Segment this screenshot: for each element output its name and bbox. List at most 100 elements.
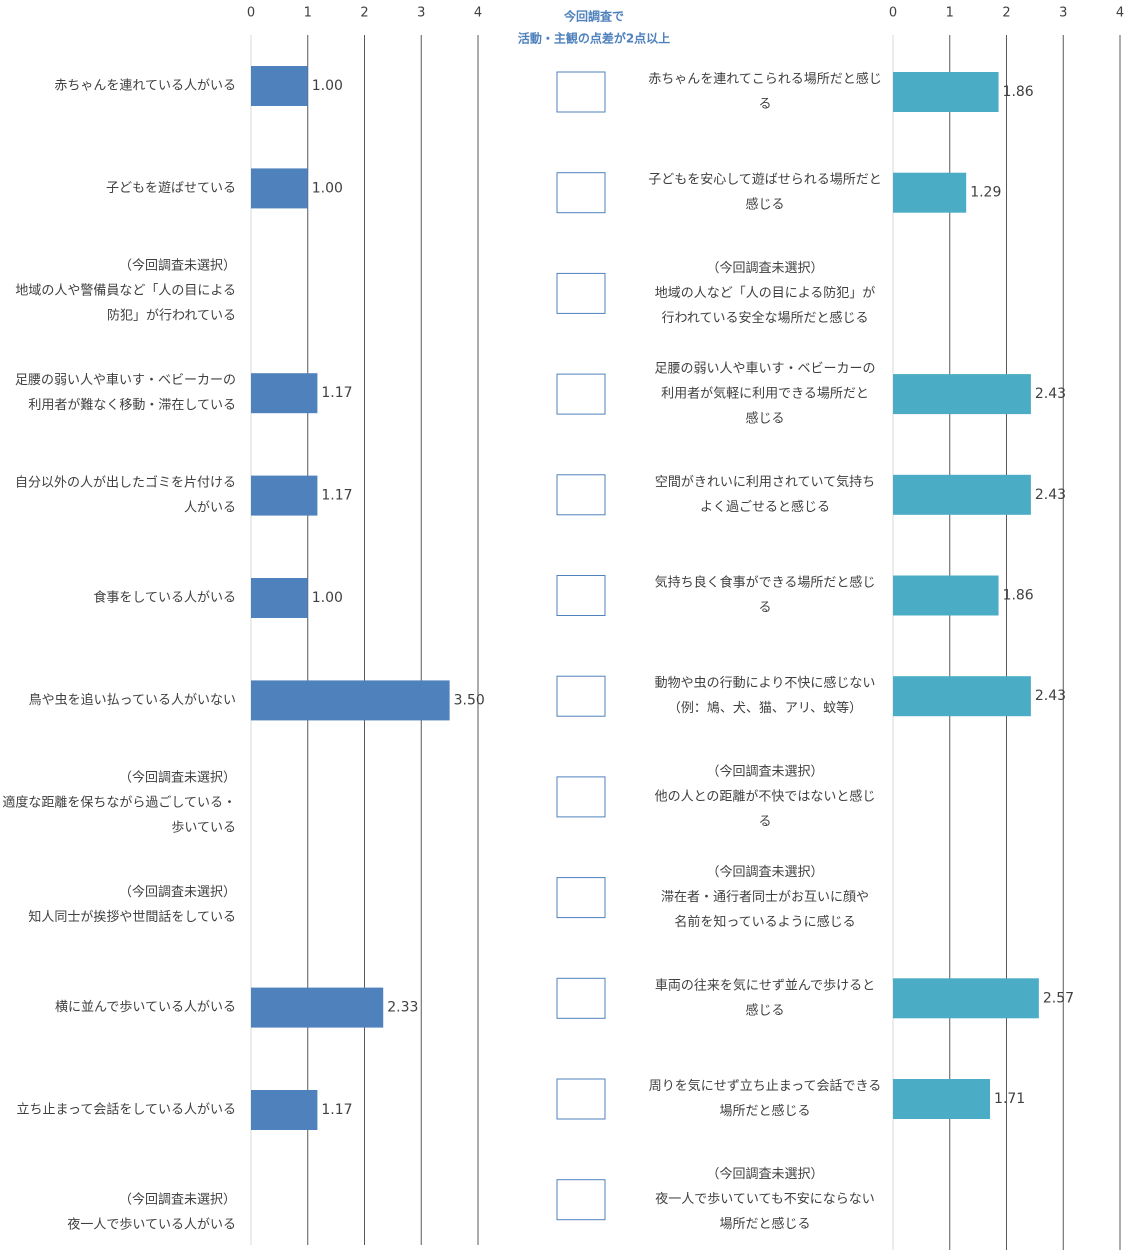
category-label: （今回調査未選択） bbox=[706, 763, 823, 779]
value-label: 1.17 bbox=[321, 1102, 352, 1118]
bar bbox=[893, 374, 1031, 415]
x-tick-label: 1 bbox=[946, 6, 954, 21]
category-label: 感じる bbox=[745, 1002, 784, 1018]
category-label: 知人同士が挨拶や世間話をしている bbox=[28, 909, 236, 925]
bar bbox=[251, 1090, 318, 1130]
category-label: （例：鳩、犬、猫、アリ、蚊等） bbox=[668, 700, 862, 716]
category-label: 感じる bbox=[745, 197, 784, 213]
category-label: 気持ち良く食事ができる場所だと感じ bbox=[655, 575, 876, 591]
value-label: 1.00 bbox=[312, 590, 343, 606]
value-label: 2.57 bbox=[1043, 990, 1074, 1006]
category-label: 場所だと感じる bbox=[719, 1216, 810, 1232]
x-tick-label: 0 bbox=[889, 6, 897, 21]
checkbox bbox=[556, 977, 606, 1019]
bar bbox=[893, 1079, 991, 1119]
category-label: 車両の往来を気にせず並んで歩けると bbox=[655, 977, 875, 993]
value-label: 1.86 bbox=[1003, 84, 1034, 100]
category-label: 赤ちゃんを連れてこられる場所だと感じ bbox=[648, 71, 882, 87]
value-label: 1.29 bbox=[970, 185, 1001, 201]
column-header: 活動・主観の点差が2点以上 bbox=[518, 31, 670, 46]
category-label: 立ち止まって会話をしている人がいる bbox=[17, 1102, 236, 1118]
category-label: 感じる bbox=[745, 411, 784, 427]
bar bbox=[251, 987, 384, 1028]
value-label: 1.86 bbox=[1003, 588, 1034, 604]
x-tick-label: 1 bbox=[304, 6, 312, 21]
checkbox bbox=[556, 1179, 606, 1221]
bar bbox=[251, 680, 450, 721]
bar bbox=[893, 978, 1039, 1019]
category-label: （今回調査未選択） bbox=[119, 1191, 236, 1207]
value-label: 2.43 bbox=[1035, 386, 1066, 402]
checkbox bbox=[556, 474, 606, 516]
x-tick-label: 2 bbox=[1002, 6, 1010, 21]
category-label: 足腰の弱い人や車いす・ベビーカーの bbox=[654, 362, 875, 377]
category-label: 行われている安全な場所だと感じる bbox=[662, 310, 869, 326]
x-tick-label: 4 bbox=[1116, 6, 1124, 21]
category-label: （今回調査未選択） bbox=[119, 884, 236, 900]
bar bbox=[251, 168, 308, 209]
bar bbox=[893, 575, 999, 616]
value-label: 1.17 bbox=[321, 488, 352, 504]
checkbox bbox=[556, 373, 606, 415]
bar bbox=[893, 172, 967, 213]
category-label: 名前を知っているように感じる bbox=[674, 914, 855, 930]
category-label: 鳥や虫を追い払っている人がいない bbox=[29, 692, 236, 708]
checkbox bbox=[556, 877, 606, 919]
value-label: 1.00 bbox=[312, 78, 343, 94]
category-label: 地域の人や警備員など「人の目による bbox=[15, 282, 236, 298]
category-label: 他の人との距離が不快ではないと感じ bbox=[655, 788, 876, 804]
value-label: 3.50 bbox=[454, 692, 485, 708]
category-label: 歩いている bbox=[171, 820, 236, 835]
bar bbox=[251, 475, 318, 516]
category-label: （今回調査未選択） bbox=[706, 260, 823, 276]
category-label: 動物や虫の行動により不快に感じない bbox=[655, 675, 876, 691]
category-label: （今回調査未選択） bbox=[706, 1166, 823, 1182]
category-label: 適度な距離を保ちながら過ごしている・ bbox=[2, 794, 236, 810]
bar bbox=[893, 676, 1031, 717]
category-label: 食事をしている人がいる bbox=[93, 590, 236, 606]
checkbox bbox=[556, 575, 606, 616]
checkbox bbox=[556, 776, 606, 818]
category-label: 防犯」が行われている bbox=[107, 307, 236, 323]
category-label: 足腰の弱い人や車いす・ベビーカーの bbox=[15, 373, 236, 388]
category-label: 子どもを安心して遊ばせられる場所だと bbox=[648, 173, 882, 188]
category-label: る bbox=[758, 814, 771, 829]
category-label: る bbox=[758, 97, 771, 112]
value-label: 1.17 bbox=[321, 385, 352, 401]
category-label: 自分以外の人が出したゴミを片付ける bbox=[15, 475, 236, 491]
bar bbox=[251, 578, 308, 618]
x-tick-label: 3 bbox=[417, 6, 425, 21]
category-label: 空間がきれいに利用されていて気持ち bbox=[655, 474, 875, 490]
category-label: 滞在者・通行者同士がお互いに顔や bbox=[661, 890, 869, 905]
checkbox bbox=[556, 675, 606, 717]
checkbox bbox=[556, 1078, 606, 1120]
x-tick-label: 2 bbox=[360, 6, 368, 21]
x-tick-label: 3 bbox=[1059, 6, 1067, 21]
category-label: 横に並んで歩いている人がいる bbox=[55, 1000, 236, 1015]
checkbox bbox=[556, 71, 606, 113]
checkbox bbox=[556, 172, 606, 214]
bar bbox=[893, 72, 999, 112]
x-tick-label: 0 bbox=[247, 6, 255, 21]
bar bbox=[251, 66, 308, 106]
category-label: 夜一人で歩いている人がいる bbox=[67, 1217, 236, 1232]
category-label: 利用者が気軽に利用できる場所だと bbox=[661, 386, 869, 402]
value-label: 1.71 bbox=[994, 1091, 1025, 1107]
category-label: （今回調査未選択） bbox=[119, 769, 236, 785]
category-label: よく過ごせると感じる bbox=[700, 499, 830, 515]
category-label: （今回調査未選択） bbox=[706, 864, 823, 880]
bar bbox=[251, 373, 318, 414]
value-label: 2.43 bbox=[1035, 487, 1066, 503]
category-label: 人がいる bbox=[184, 501, 236, 516]
category-label: （今回調査未選択） bbox=[119, 257, 236, 273]
category-label: 周りを気にせず立ち止まって会話できる bbox=[649, 1078, 882, 1094]
value-label: 2.33 bbox=[387, 1000, 418, 1016]
category-label: る bbox=[758, 601, 771, 616]
category-label: 場所だと感じる bbox=[719, 1103, 810, 1119]
value-label: 2.43 bbox=[1035, 688, 1066, 704]
x-tick-label: 4 bbox=[474, 6, 482, 21]
bar bbox=[893, 474, 1031, 515]
category-label: 赤ちゃんを連れている人がいる bbox=[54, 79, 236, 94]
